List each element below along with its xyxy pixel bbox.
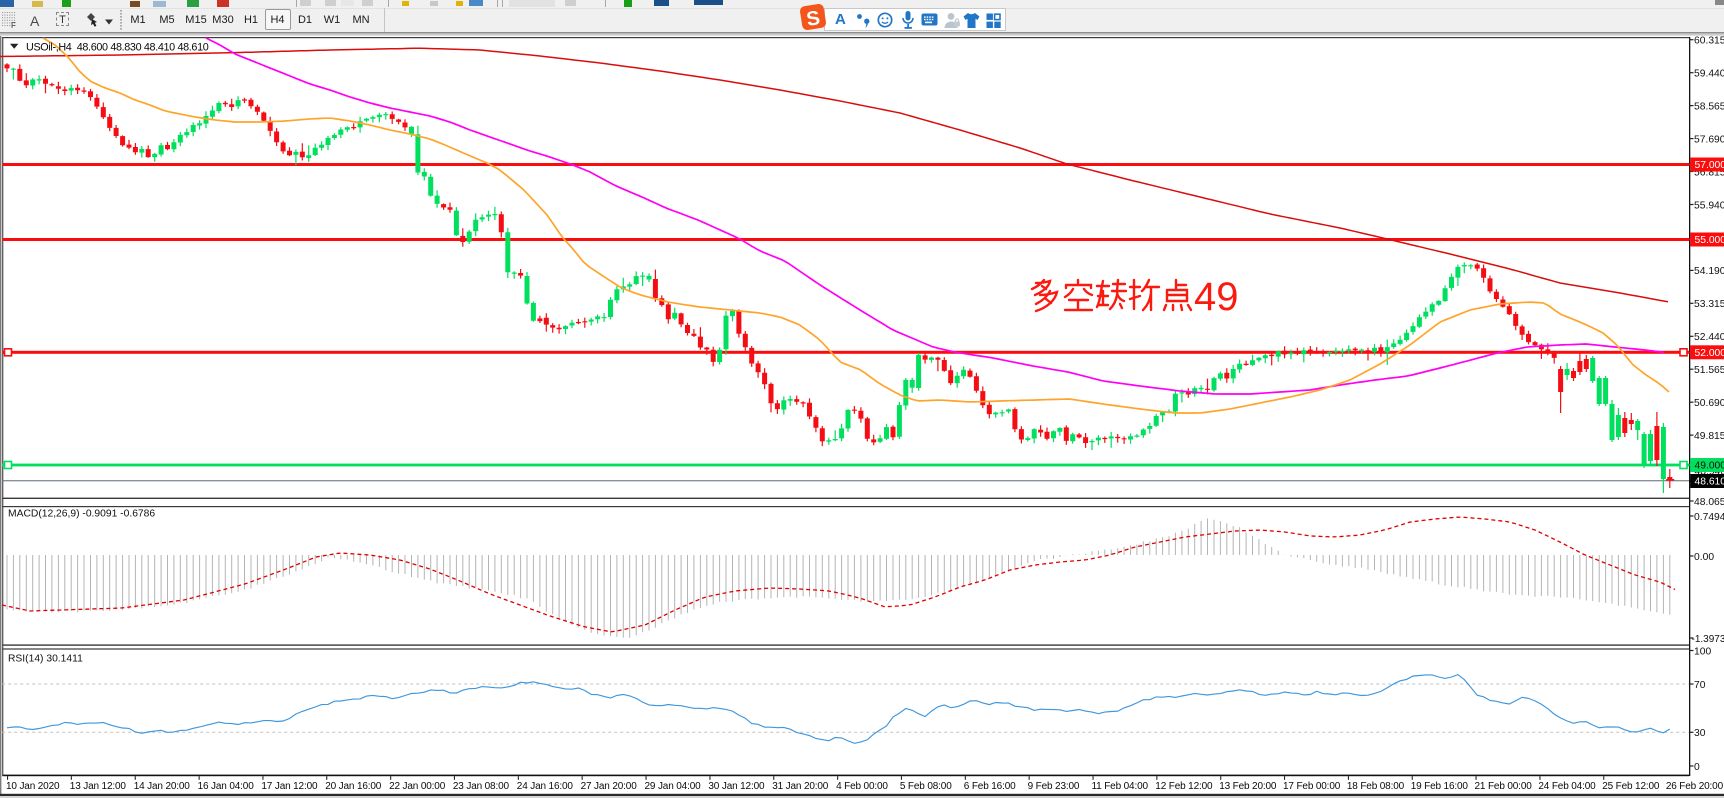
svg-text:USOil-,H4 48.600 48.830 48.41: USOil-,H4 48.600 48.830 48.410 48.610	[26, 42, 209, 54]
svg-text:56.815: 56.815	[1694, 167, 1724, 178]
svg-text:17 Feb 00:00: 17 Feb 00:00	[1283, 781, 1341, 792]
svg-text:48.610: 48.610	[1695, 477, 1724, 488]
svg-text:9 Feb 23:00: 9 Feb 23:00	[1028, 781, 1080, 792]
svg-text:100: 100	[1694, 646, 1711, 657]
svg-text:58.565: 58.565	[1694, 101, 1724, 112]
svg-text:26 Feb 20:00: 26 Feb 20:00	[1666, 781, 1724, 792]
svg-text:55.940: 55.940	[1694, 200, 1724, 211]
svg-text:60.315: 60.315	[1694, 36, 1724, 47]
svg-text:51.565: 51.565	[1694, 365, 1724, 376]
svg-text:6 Feb 16:00: 6 Feb 16:00	[964, 781, 1016, 792]
svg-text:31 Jan 20:00: 31 Jan 20:00	[772, 781, 829, 792]
svg-text:70: 70	[1694, 680, 1706, 691]
svg-text:30 Jan 12:00: 30 Jan 12:00	[708, 781, 765, 792]
svg-text:29 Jan 04:00: 29 Jan 04:00	[645, 781, 702, 792]
svg-text:0.00: 0.00	[1694, 552, 1714, 563]
svg-text:27 Jan 20:00: 27 Jan 20:00	[581, 781, 638, 792]
svg-text:52.440: 52.440	[1694, 332, 1724, 343]
svg-text:50.690: 50.690	[1694, 398, 1724, 409]
svg-text:59.440: 59.440	[1694, 69, 1724, 80]
svg-text:RSI(14) 30.1411: RSI(14) 30.1411	[8, 654, 83, 665]
svg-text:54.190: 54.190	[1694, 266, 1724, 277]
svg-text:57.690: 57.690	[1694, 134, 1724, 145]
svg-text:55.000: 55.000	[1695, 235, 1724, 246]
svg-text:23 Jan 08:00: 23 Jan 08:00	[453, 781, 510, 792]
svg-text:17 Jan 12:00: 17 Jan 12:00	[261, 781, 318, 792]
svg-text:0.7494: 0.7494	[1694, 512, 1724, 523]
svg-text:13 Feb 20:00: 13 Feb 20:00	[1219, 781, 1277, 792]
svg-text:16 Jan 04:00: 16 Jan 04:00	[198, 781, 255, 792]
svg-text:57.000: 57.000	[1695, 160, 1724, 171]
svg-text:53.315: 53.315	[1694, 299, 1724, 310]
svg-text:24 Feb 04:00: 24 Feb 04:00	[1538, 781, 1596, 792]
svg-text:11 Feb 04:00: 11 Feb 04:00	[1092, 781, 1149, 792]
svg-text:14 Jan 20:00: 14 Jan 20:00	[134, 781, 191, 792]
svg-text:52.000: 52.000	[1695, 348, 1724, 359]
svg-text:S: S	[805, 7, 822, 31]
svg-text:25 Feb 12:00: 25 Feb 12:00	[1602, 781, 1660, 792]
svg-text:22 Jan 00:00: 22 Jan 00:00	[389, 781, 446, 792]
svg-text:13 Jan 12:00: 13 Jan 12:00	[70, 781, 127, 792]
svg-text:21 Feb 00:00: 21 Feb 00:00	[1475, 781, 1533, 792]
svg-text:49.000: 49.000	[1695, 461, 1724, 472]
svg-text:49.815: 49.815	[1694, 431, 1724, 442]
svg-text:-1.3973: -1.3973	[1692, 634, 1724, 645]
svg-text:F: F	[11, 21, 16, 29]
svg-text:18 Feb 08:00: 18 Feb 08:00	[1347, 781, 1405, 792]
svg-text:20 Jan 16:00: 20 Jan 16:00	[325, 781, 382, 792]
svg-text:12 Feb 12:00: 12 Feb 12:00	[1155, 781, 1213, 792]
svg-text:19 Feb 16:00: 19 Feb 16:00	[1411, 781, 1469, 792]
svg-text:MACD(12,26,9) -0.9091 -0.6786: MACD(12,26,9) -0.9091 -0.6786	[8, 509, 155, 520]
svg-text:0: 0	[1694, 762, 1700, 773]
svg-text:49: 49	[1194, 275, 1239, 319]
svg-text:48.065: 48.065	[1694, 497, 1724, 508]
svg-text:24 Jan 16:00: 24 Jan 16:00	[517, 781, 574, 792]
svg-text:5 Feb 08:00: 5 Feb 08:00	[900, 781, 952, 792]
svg-text:10 Jan 2020: 10 Jan 2020	[6, 781, 60, 792]
svg-text:4 Feb 00:00: 4 Feb 00:00	[836, 781, 888, 792]
svg-text:30: 30	[1694, 728, 1706, 739]
